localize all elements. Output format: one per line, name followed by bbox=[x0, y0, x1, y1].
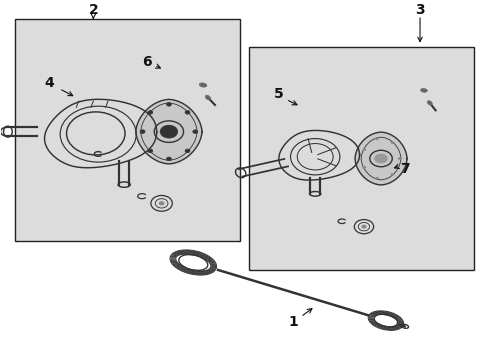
Text: 4: 4 bbox=[44, 76, 54, 90]
Text: 2: 2 bbox=[88, 3, 98, 17]
Circle shape bbox=[362, 148, 366, 151]
Circle shape bbox=[140, 130, 145, 134]
Circle shape bbox=[390, 141, 394, 144]
Circle shape bbox=[390, 173, 394, 176]
Ellipse shape bbox=[205, 95, 210, 100]
Circle shape bbox=[361, 225, 366, 229]
Circle shape bbox=[373, 154, 387, 163]
Circle shape bbox=[166, 103, 171, 106]
Circle shape bbox=[185, 111, 190, 114]
Bar bbox=[15, 19, 239, 241]
Circle shape bbox=[147, 149, 152, 153]
Text: 7: 7 bbox=[400, 162, 409, 176]
Ellipse shape bbox=[199, 83, 206, 87]
Bar bbox=[249, 48, 473, 270]
Circle shape bbox=[362, 166, 366, 168]
Circle shape bbox=[158, 201, 164, 206]
Ellipse shape bbox=[427, 101, 431, 105]
Text: 3: 3 bbox=[414, 3, 424, 17]
Polygon shape bbox=[136, 99, 202, 164]
Circle shape bbox=[374, 177, 378, 180]
Circle shape bbox=[147, 111, 152, 114]
Circle shape bbox=[397, 157, 401, 160]
Ellipse shape bbox=[420, 89, 427, 92]
Circle shape bbox=[166, 157, 171, 161]
Circle shape bbox=[374, 138, 378, 140]
Polygon shape bbox=[354, 132, 406, 185]
Text: 5: 5 bbox=[273, 87, 283, 101]
Text: 1: 1 bbox=[288, 315, 298, 329]
Text: 6: 6 bbox=[142, 55, 151, 69]
Circle shape bbox=[192, 130, 197, 134]
Circle shape bbox=[160, 125, 177, 138]
Circle shape bbox=[185, 149, 190, 153]
